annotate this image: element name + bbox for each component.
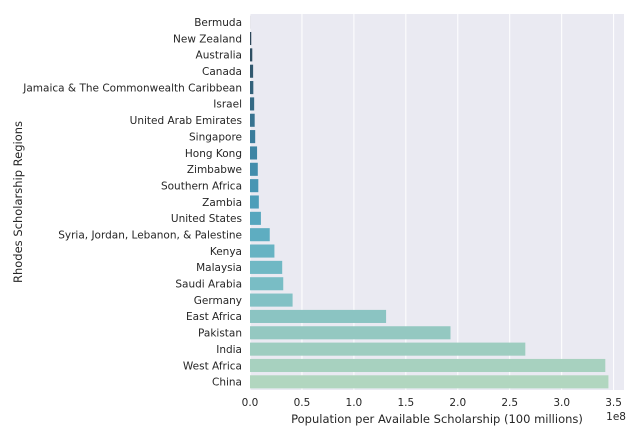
bar-9 bbox=[250, 162, 258, 176]
x-tick-label: 1.0 bbox=[346, 397, 363, 409]
y-tick-label: Syria, Jordan, Lebanon, & Palestine bbox=[58, 229, 242, 241]
y-tick-label: Kenya bbox=[210, 246, 242, 258]
y-tick-label: Zambia bbox=[202, 197, 242, 209]
x-tick-label: 2.0 bbox=[449, 397, 466, 409]
x-tick-label: 0.5 bbox=[294, 397, 311, 409]
bar-17 bbox=[250, 293, 293, 307]
bar-13 bbox=[250, 228, 270, 242]
bar-8 bbox=[250, 146, 258, 160]
y-tick-label: Malaysia bbox=[196, 262, 242, 274]
y-tick-label: Hong Kong bbox=[185, 148, 242, 160]
y-tick-label: Zimbabwe bbox=[187, 164, 242, 176]
y-tick-label: Australia bbox=[196, 50, 242, 62]
bar-11 bbox=[250, 195, 259, 209]
bar-5 bbox=[250, 97, 255, 111]
y-tick-label: Jamaica & The Commonwealth Caribbean bbox=[22, 82, 242, 94]
y-tick-label: Pakistan bbox=[198, 328, 242, 340]
bar-21 bbox=[250, 358, 606, 373]
x-tick-label: 3.0 bbox=[553, 397, 570, 409]
bar-22 bbox=[250, 375, 609, 389]
y-tick-labels: Bermuda New Zealand Australia Canada Jamaica… bbox=[22, 17, 242, 389]
bar-1 bbox=[250, 31, 252, 46]
axis-offset-label: 1e8 bbox=[606, 411, 626, 423]
y-tick-label: West Africa bbox=[183, 360, 242, 372]
y-tick-label: New Zealand bbox=[173, 33, 242, 45]
y-tick-label: Southern Africa bbox=[161, 180, 242, 192]
bar-10 bbox=[250, 179, 259, 193]
bar-15 bbox=[250, 260, 283, 274]
x-tick-label: 2.5 bbox=[501, 397, 518, 409]
y-tick-label: United Arab Emirates bbox=[130, 115, 242, 127]
y-tick-label: Singapore bbox=[189, 131, 242, 143]
bar-6 bbox=[250, 113, 255, 127]
bar-4 bbox=[250, 81, 254, 95]
bar-18 bbox=[250, 309, 387, 323]
bars bbox=[250, 15, 609, 389]
y-tick-label: Israel bbox=[213, 99, 242, 111]
y-tick-label: United States bbox=[171, 213, 242, 225]
y-tick-label: Saudi Arabia bbox=[175, 279, 242, 291]
y-tick-label: Canada bbox=[202, 66, 242, 78]
y-tick-label: East Africa bbox=[186, 311, 242, 323]
bar-2 bbox=[250, 48, 253, 62]
x-tick-label: 3.5 bbox=[605, 397, 622, 409]
x-tick-labels: 0.0 0.5 1.0 1.5 2.0 2.5 3.0 3.5 bbox=[242, 397, 622, 409]
x-tick-label: 1.5 bbox=[397, 397, 414, 409]
y-axis-label: Rhodes Scholarship Regions bbox=[11, 121, 25, 283]
bar-14 bbox=[250, 244, 275, 258]
y-tick-label: Germany bbox=[194, 295, 242, 307]
bar-3 bbox=[250, 64, 254, 78]
x-axis-label: Population per Available Scholarship (10… bbox=[291, 412, 583, 426]
bar-7 bbox=[250, 130, 256, 144]
bar-19 bbox=[250, 326, 451, 340]
bar-12 bbox=[250, 211, 261, 225]
y-tick-label: China bbox=[212, 377, 242, 389]
y-tick-label: Bermuda bbox=[194, 17, 242, 29]
bar-20 bbox=[250, 342, 526, 356]
y-tick-label: India bbox=[216, 344, 242, 356]
x-tick-label: 0.0 bbox=[242, 397, 259, 409]
bar-16 bbox=[250, 277, 284, 291]
